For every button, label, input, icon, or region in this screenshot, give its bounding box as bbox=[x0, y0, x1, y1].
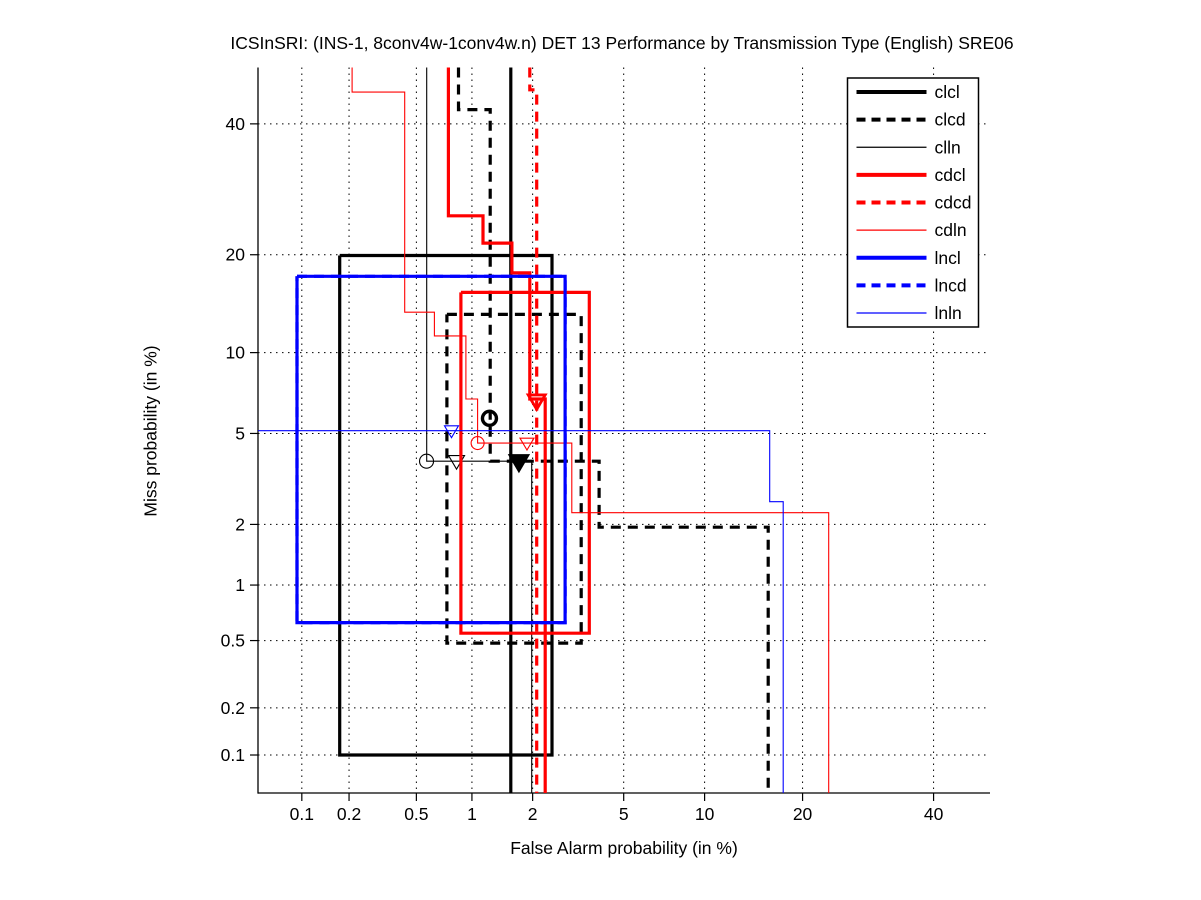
y-tick-label: 1 bbox=[235, 575, 245, 595]
chart-title: ICSInSRI: (INS-1, 8conv4w-1conv4w.n) DET… bbox=[230, 33, 1014, 53]
det-curves bbox=[258, 67, 830, 793]
curve-path-cdcl bbox=[446, 67, 547, 793]
det-curve-clcl bbox=[338, 67, 554, 793]
y-tick-label: 5 bbox=[235, 423, 245, 443]
y-tick-label: 40 bbox=[226, 114, 246, 134]
x-tick-label: 1 bbox=[467, 804, 477, 824]
legend-label-cdcl: cdcl bbox=[935, 165, 966, 185]
legend-label-lncd: lncd bbox=[935, 275, 967, 295]
curve-path-clln bbox=[426, 67, 533, 793]
marker-triangle-clcl bbox=[507, 454, 531, 474]
x-tick-label: 0.2 bbox=[337, 804, 361, 824]
y-tick-label: 0.2 bbox=[221, 698, 245, 718]
legend-label-clcl: clcl bbox=[935, 82, 960, 102]
y-axis-label: Miss probability (in %) bbox=[140, 345, 161, 517]
marker-circle-clln bbox=[418, 453, 435, 469]
curve-path-cdcl bbox=[459, 290, 591, 635]
gridlines bbox=[258, 67, 990, 793]
det-curve-clln bbox=[418, 67, 533, 793]
curve-path-cdln bbox=[351, 67, 830, 793]
x-tick-label: 0.5 bbox=[404, 804, 428, 824]
det-curve-cdcl bbox=[446, 67, 591, 793]
det-curve-lnln bbox=[258, 425, 784, 793]
y-tick-label: 0.1 bbox=[221, 745, 245, 765]
legend-label-cdln: cdln bbox=[935, 220, 967, 240]
x-tick-label: 0.1 bbox=[290, 804, 314, 824]
marker-triangle-cdcd bbox=[525, 393, 548, 413]
marker-circle-clcd bbox=[480, 409, 499, 428]
det-curve-lncl bbox=[295, 274, 567, 625]
x-tick-label: 40 bbox=[924, 804, 944, 824]
legend-label-lncl: lncl bbox=[935, 248, 961, 268]
x-tick-label: 5 bbox=[619, 804, 629, 824]
legend-label-clcd: clcd bbox=[935, 110, 966, 130]
x-tick-label: 20 bbox=[793, 804, 813, 824]
legend: clcl clcd clln cdcl cdcd cdln lncl lncd lnln bbox=[846, 77, 980, 328]
axes: 0.1 0.2 0.5 1 2 5 10 20 40 40 20 10 5 2 1 0.5 0.2 0.1 bbox=[221, 67, 990, 824]
curve-path-clcl bbox=[338, 253, 554, 757]
y-tick-label: 20 bbox=[226, 245, 246, 265]
x-axis-label: False Alarm probability (in %) bbox=[510, 838, 738, 858]
curve-path-lnln bbox=[258, 430, 784, 793]
x-tick-label: 10 bbox=[695, 804, 715, 824]
curve-path-cdcd bbox=[528, 67, 539, 793]
marker-triangle-lnln bbox=[443, 425, 460, 439]
det-curve-lncd bbox=[295, 274, 567, 625]
y-tick-label: 2 bbox=[235, 514, 245, 534]
det-curve-cdcd bbox=[525, 67, 548, 793]
legend-label-cdcd: cdcd bbox=[935, 193, 972, 213]
y-tick-label: 10 bbox=[226, 343, 246, 363]
legend-label-lnln: lnln bbox=[935, 303, 962, 323]
x-tick-label: 2 bbox=[528, 804, 538, 824]
curve-path-lncd bbox=[295, 274, 567, 625]
marker-circle-cdln bbox=[470, 436, 485, 451]
y-tick-label: 0.5 bbox=[221, 631, 245, 651]
marker-triangle-cdln bbox=[519, 437, 535, 452]
curve-path-lncl bbox=[295, 274, 567, 625]
legend-box bbox=[846, 77, 980, 328]
det-curve-cdln bbox=[351, 67, 830, 793]
legend-label-clln: clln bbox=[935, 137, 961, 157]
curve-path-clcd bbox=[445, 312, 583, 645]
